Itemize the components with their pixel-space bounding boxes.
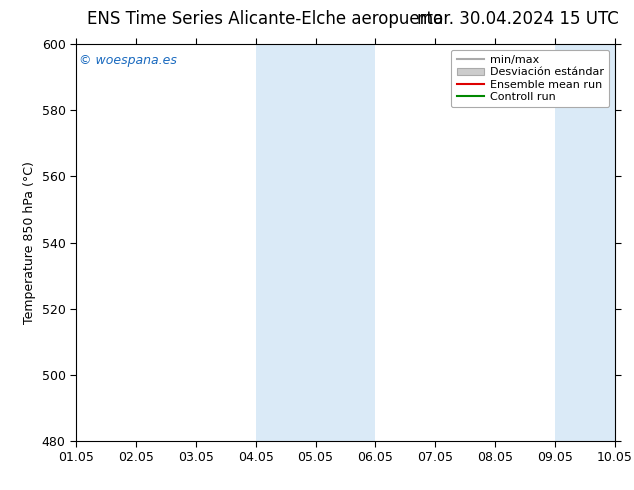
Text: ENS Time Series Alicante-Elche aeropuerto: ENS Time Series Alicante-Elche aeropuert… bbox=[87, 10, 443, 28]
Text: mar. 30.04.2024 15 UTC: mar. 30.04.2024 15 UTC bbox=[417, 10, 619, 28]
Bar bbox=[555, 44, 615, 441]
Bar bbox=[256, 44, 375, 441]
Text: © woespana.es: © woespana.es bbox=[79, 54, 177, 67]
Legend: min/max, Desviación estándar, Ensemble mean run, Controll run: min/max, Desviación estándar, Ensemble m… bbox=[451, 49, 609, 107]
Y-axis label: Temperature 850 hPa (°C): Temperature 850 hPa (°C) bbox=[23, 161, 36, 324]
